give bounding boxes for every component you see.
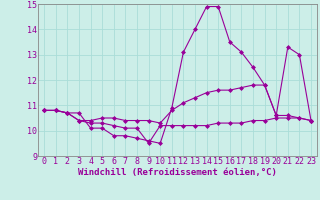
X-axis label: Windchill (Refroidissement éolien,°C): Windchill (Refroidissement éolien,°C) xyxy=(78,168,277,177)
